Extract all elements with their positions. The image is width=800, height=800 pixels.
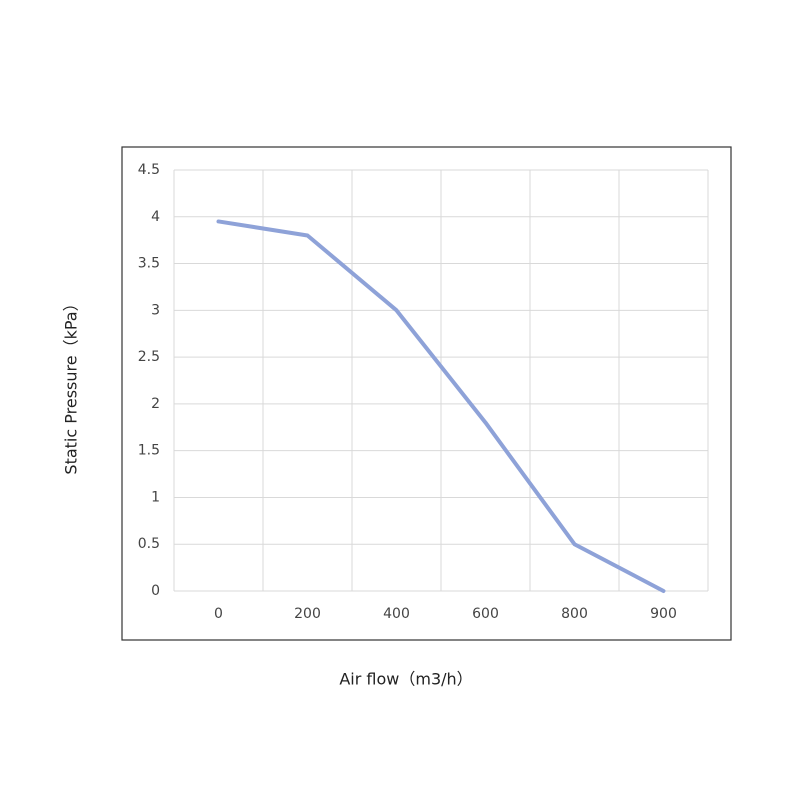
x-axis-title: Air flow（m3/h） xyxy=(339,670,472,689)
y-axis-title: Static Pressure（kPa） xyxy=(62,295,81,474)
x-tick-label: 600 xyxy=(472,606,499,622)
y-tick-label: 0 xyxy=(151,583,160,599)
data-line xyxy=(216,219,666,593)
x-tick-label: 400 xyxy=(383,606,410,622)
x-tick-label: 900 xyxy=(650,606,677,622)
y-tick-label: 0.5 xyxy=(138,536,160,552)
x-tick-label: 800 xyxy=(561,606,588,622)
y-tick-label: 4.5 xyxy=(138,162,160,178)
y-tick-label: 1.5 xyxy=(138,443,160,459)
y-tick-label: 4 xyxy=(151,209,160,225)
x-tick-label: 200 xyxy=(294,606,321,622)
y-tick-label: 2.5 xyxy=(138,349,160,365)
y-tick-label: 1 xyxy=(151,489,160,505)
y-tick-label: 2 xyxy=(151,396,160,412)
y-tick-label: 3.5 xyxy=(138,256,160,272)
y-tick-label: 3 xyxy=(151,302,160,318)
chart-frame xyxy=(121,146,732,641)
x-tick-label: 0 xyxy=(214,606,223,622)
